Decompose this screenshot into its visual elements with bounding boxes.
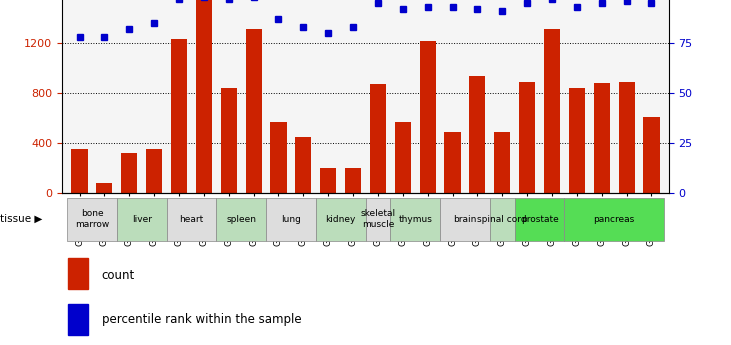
FancyBboxPatch shape [390, 198, 440, 240]
Text: brain: brain [453, 215, 477, 224]
FancyBboxPatch shape [167, 198, 216, 240]
FancyBboxPatch shape [440, 198, 490, 240]
FancyBboxPatch shape [266, 198, 316, 240]
FancyBboxPatch shape [316, 198, 366, 240]
Text: thymus: thymus [398, 215, 432, 224]
Text: count: count [102, 269, 135, 282]
Text: pancreas: pancreas [594, 215, 635, 224]
Bar [594, 83, 610, 193]
Bar [121, 153, 137, 193]
Bar [270, 122, 287, 193]
Bar [469, 76, 485, 193]
Text: lung: lung [281, 215, 301, 224]
FancyBboxPatch shape [515, 198, 564, 240]
Bar [494, 132, 510, 193]
Bar [96, 183, 113, 193]
Bar [171, 39, 187, 193]
Bar [519, 82, 535, 193]
Bar [68, 258, 88, 289]
FancyBboxPatch shape [490, 198, 515, 240]
Text: heart: heart [179, 215, 203, 224]
FancyBboxPatch shape [67, 198, 117, 240]
Bar [395, 122, 411, 193]
Bar [320, 168, 336, 193]
Text: skeletal
muscle: skeletal muscle [360, 209, 395, 229]
Bar [68, 304, 88, 335]
Bar [196, 0, 212, 193]
Text: prostate: prostate [520, 215, 558, 224]
FancyBboxPatch shape [117, 198, 167, 240]
Bar [146, 149, 162, 193]
Text: spleen: spleen [226, 215, 256, 224]
Bar [246, 29, 262, 193]
Bar [345, 168, 361, 193]
FancyBboxPatch shape [564, 198, 664, 240]
Bar [618, 82, 635, 193]
Bar [544, 29, 560, 193]
Text: bone
marrow: bone marrow [75, 209, 109, 229]
Bar [370, 85, 386, 193]
Bar [569, 88, 585, 193]
Text: tissue ▶: tissue ▶ [0, 214, 42, 224]
Bar [643, 117, 659, 193]
Text: percentile rank within the sample: percentile rank within the sample [102, 313, 301, 326]
Text: kidney: kidney [325, 215, 356, 224]
Bar [72, 149, 88, 193]
Bar [295, 137, 311, 193]
Bar [221, 88, 237, 193]
Bar [420, 41, 436, 193]
FancyBboxPatch shape [366, 198, 390, 240]
FancyBboxPatch shape [216, 198, 266, 240]
Text: spinal cord: spinal cord [477, 215, 527, 224]
Bar [444, 132, 461, 193]
Text: liver: liver [132, 215, 152, 224]
